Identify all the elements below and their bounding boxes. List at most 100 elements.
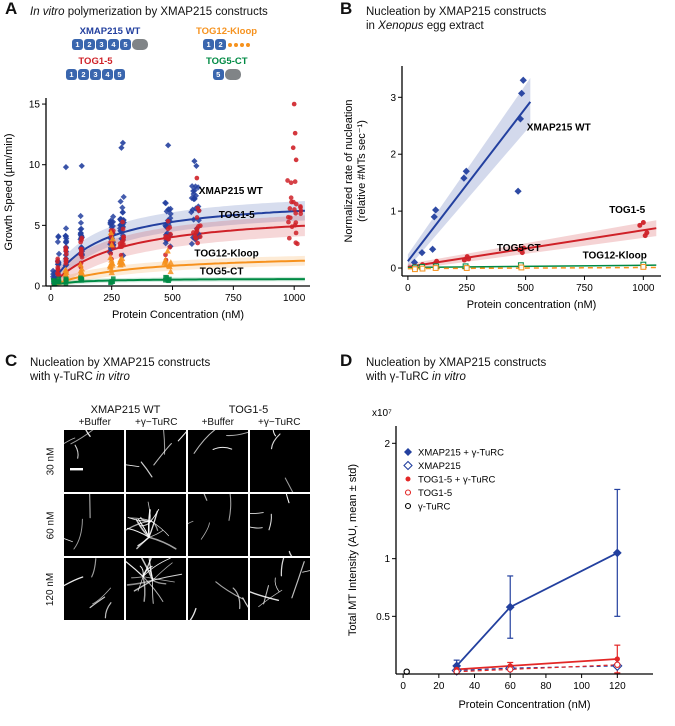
svg-text:XMAP215: XMAP215 [418, 461, 461, 472]
nucleation-extract-chart: 0 250 500 750 1000 0 1 2 3 Protein concentration … [343, 66, 661, 311]
svg-text:250: 250 [103, 293, 120, 304]
tog-domain-box: 4 [108, 39, 119, 50]
microscopy-image [188, 430, 248, 492]
panel-b-title-line2-italic: Xenopus [378, 20, 424, 32]
panel-d-title-line2: with γ-TuRC in vitro [366, 370, 546, 384]
microscopy-image [64, 494, 124, 556]
svg-text:1000: 1000 [632, 283, 655, 294]
tog-domain-box: 1 [72, 39, 83, 50]
svg-text:250: 250 [458, 283, 475, 294]
svg-text:TOG12-Kloop: TOG12-Kloop [194, 248, 258, 259]
construct-name: TOG12-Kloop [196, 26, 258, 37]
svg-text:80: 80 [540, 681, 552, 692]
svg-text:500: 500 [164, 293, 181, 304]
panel-c-title: Nucleation by XMAP215 constructs with γ-… [30, 356, 210, 384]
tog-domain-box: 5 [114, 69, 125, 80]
ct-domain [224, 69, 241, 80]
svg-text:TOG1-5: TOG1-5 [418, 488, 452, 499]
svg-text:XMAP215 + γ-TuRC: XMAP215 + γ-TuRC [418, 448, 504, 459]
microscopy-image [126, 558, 186, 620]
kloop-dot [228, 42, 233, 47]
subheader-gturc-1: +γ−TuRC [135, 417, 178, 428]
kloop-dot [234, 42, 239, 47]
construct-name: TOG5-CT [206, 56, 248, 67]
row-label-120-nm: 120 nM [45, 572, 57, 606]
microscopy-rows: 30 nM 60 nM 120 nM [38, 430, 310, 620]
tog-domain-box: 1 [203, 39, 215, 50]
svg-text:1000: 1000 [283, 293, 306, 304]
svg-text:750: 750 [225, 293, 242, 304]
panel-b-title-line2: in Xenopus egg extract [366, 19, 546, 33]
microscopy-grid: XMAP215 WT TOG1-5 +Buffer +γ−TuRC +Buffe… [38, 404, 310, 620]
microscopy-image [64, 558, 124, 620]
panel-d-title: Nucleation by XMAP215 constructs with γ-… [366, 356, 546, 384]
svg-text:0: 0 [48, 293, 54, 304]
panel-a-title-rest: polymerization by XMAP215 constructs [64, 6, 268, 18]
construct-name: XMAP215 WT [79, 26, 141, 37]
group-header-tog1-5: TOG1-5 [228, 404, 269, 416]
svg-text:TOG1-5: TOG1-5 [609, 205, 645, 216]
panel-c-title-line2: with γ-TuRC in vitro [30, 370, 210, 384]
tog-domain-box: 2 [215, 39, 227, 50]
microscopy-image [188, 494, 248, 556]
panel-a-title-italic: In vitro [30, 6, 65, 18]
svg-text:40: 40 [469, 681, 481, 692]
svg-text:5: 5 [34, 221, 40, 232]
svg-text:γ-TuRC: γ-TuRC [418, 502, 451, 513]
svg-text:TOG1-5 + γ-TuRC: TOG1-5 + γ-TuRC [418, 475, 495, 486]
microscopy-image [64, 430, 124, 492]
microscopy-image [250, 558, 310, 620]
tog-domain-box: 4 [102, 69, 113, 80]
svg-text:Protein Concentration (nM): Protein Concentration (nM) [458, 699, 590, 711]
microscopy-image [250, 430, 310, 492]
microscopy-group-headers: XMAP215 WT TOG1-5 [64, 404, 310, 416]
microscopy-image [250, 494, 310, 556]
svg-text:x10⁷: x10⁷ [372, 408, 392, 419]
panel-d-title-line2-pre: with γ-TuRC [366, 371, 433, 383]
microscopy-image [188, 558, 248, 620]
microscopy-row: 30 nM [38, 430, 310, 492]
svg-text:120: 120 [609, 681, 626, 692]
svg-text:Normalized rate of nucleation: Normalized rate of nucleation [343, 99, 355, 242]
construct-name: TOG1-5 [78, 56, 113, 67]
scale-bar [70, 468, 83, 471]
panel-b-label: B [340, 0, 353, 18]
tog-domain-box: 1 [66, 69, 77, 80]
svg-text:0: 0 [34, 282, 40, 293]
ct-domain [132, 39, 148, 50]
construct-tog5-ct: TOG5-CT 5 [206, 56, 248, 80]
svg-text:100: 100 [573, 681, 590, 692]
panel-b-title-line2-pre: in [366, 20, 379, 32]
group-header-xmap215-wt: XMAP215 WT [90, 404, 161, 416]
panel-a-label: A [5, 0, 18, 18]
microscopy-row: 120 nM [38, 558, 310, 620]
svg-text:Protein concentration (nM): Protein concentration (nM) [467, 299, 597, 311]
svg-text:Protein Concentration (nM): Protein Concentration (nM) [112, 309, 244, 321]
svg-text:0.5: 0.5 [376, 612, 390, 623]
kloop-dot [246, 42, 251, 47]
microscopy-image [126, 430, 186, 492]
panel-c-label: C [5, 351, 18, 370]
panel-b-title-line1: Nucleation by XMAP215 constructs [366, 6, 547, 18]
svg-text:1: 1 [384, 554, 390, 565]
panel-b-title-line2-post: egg extract [423, 20, 484, 32]
svg-text:Total MT Intensity (AU, mean ±: Total MT Intensity (AU, mean ± std) [347, 464, 359, 636]
microscopy-image [126, 494, 186, 556]
svg-text:TOG12-Kloop: TOG12-Kloop [583, 250, 647, 261]
kloop-dot [240, 42, 245, 47]
panel-b-title: Nucleation by XMAP215 constructs in Xeno… [366, 5, 546, 33]
svg-text:TOG1-5: TOG1-5 [219, 210, 255, 221]
svg-text:(relative #MTs sec⁻¹): (relative #MTs sec⁻¹) [356, 120, 368, 222]
svg-text:0: 0 [405, 283, 411, 294]
svg-text:15: 15 [29, 100, 41, 111]
subheader-buffer-2: +Buffer [201, 417, 234, 428]
row-label-30-nm: 30 nM [45, 447, 57, 475]
construct-tog12-kloop: TOG12-Kloop 1 2 [196, 26, 257, 50]
svg-text:2: 2 [390, 150, 396, 161]
svg-text:60: 60 [505, 681, 517, 692]
subheader-buffer-1: +Buffer [78, 417, 111, 428]
tog-domain-box: 5 [212, 69, 224, 80]
